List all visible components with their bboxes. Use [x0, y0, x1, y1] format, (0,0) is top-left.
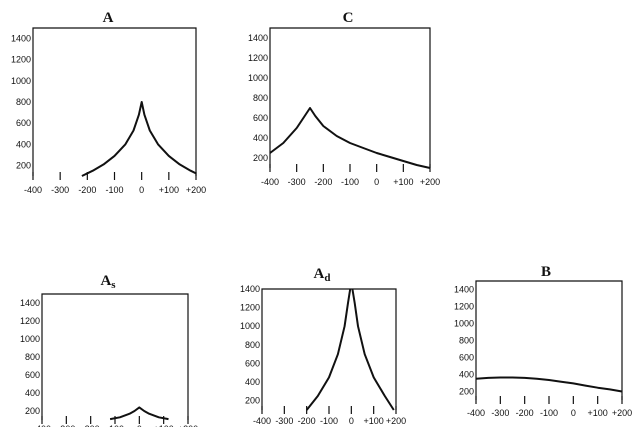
y-tick-label: 600 — [245, 358, 260, 368]
y-tick-label: 600 — [253, 113, 268, 123]
chart-title: A — [103, 10, 114, 26]
y-tick-label: 1400 — [11, 34, 31, 44]
y-tick-label: 800 — [16, 97, 31, 107]
plot-frame — [269, 27, 431, 168]
x-tick-label: -200 — [298, 416, 316, 426]
x-tick-label: -100 — [106, 424, 124, 427]
x-tick-label: -200 — [516, 408, 534, 418]
x-tick-label: -100 — [341, 177, 359, 187]
y-tick-label: 800 — [245, 340, 260, 350]
y-tick-label: 400 — [25, 388, 40, 398]
x-tick-label: +200 — [420, 177, 440, 187]
x-tick-label: -100 — [320, 416, 338, 426]
x-tick-label: +100 — [393, 177, 413, 187]
y-tick-label: 1400 — [20, 298, 40, 308]
x-tick-label: -400 — [253, 416, 271, 426]
x-tick-label: -400 — [33, 424, 51, 427]
x-tick-label: 0 — [374, 177, 379, 187]
chart-panel-as: As 200 400 600 800 1000 1200 1400 -400 -300 -200 -1… — [20, 273, 198, 427]
y-tick-label: 1000 — [11, 76, 31, 86]
plot-frame — [41, 293, 189, 420]
x-tick-label: -400 — [467, 408, 485, 418]
y-tick-label: 1200 — [11, 55, 31, 65]
x-tick-label: +100 — [159, 185, 179, 195]
chart-title-subscript: s — [111, 279, 116, 291]
chart-panel-b: B 200 400 600 800 1000 1200 1400 -400 -300 -200 -10… — [454, 264, 632, 418]
y-tick-label: 800 — [25, 352, 40, 362]
series-line-a — [81, 101, 197, 177]
plot-frame — [475, 280, 623, 400]
x-tick-label: -300 — [51, 185, 69, 195]
y-tick-label: 800 — [459, 336, 474, 346]
y-tick-label: 1000 — [240, 321, 260, 331]
x-tick-label: 0 — [571, 408, 576, 418]
x-tick-label: 0 — [139, 185, 144, 195]
y-tick-label: 1400 — [248, 33, 268, 43]
x-tick-label: +200 — [186, 185, 206, 195]
y-tick-label: 600 — [459, 353, 474, 363]
x-tick-label: -400 — [24, 185, 42, 195]
x-tick-label: +200 — [612, 408, 632, 418]
y-tick-label: 200 — [16, 160, 31, 170]
y-tick-label: 1400 — [240, 284, 260, 294]
y-tick-label: 1000 — [20, 334, 40, 344]
y-tick-label: 400 — [459, 370, 474, 380]
x-tick-label: 0 — [137, 424, 142, 427]
y-tick-label: 400 — [245, 377, 260, 387]
y-tick-label: 600 — [25, 370, 40, 380]
x-tick-label: +200 — [386, 416, 406, 426]
y-tick-label: 800 — [253, 93, 268, 103]
y-tick-label: 1400 — [454, 285, 474, 295]
y-tick-label: 1200 — [454, 302, 474, 312]
y-tick-label: 200 — [245, 396, 260, 406]
y-tick-label: 200 — [253, 153, 268, 163]
x-tick-label: -200 — [82, 424, 100, 427]
y-tick-label: 200 — [25, 406, 40, 416]
chart-panel-c: C 200 400 600 800 1000 1200 1400 -400 -300 -200 -10… — [248, 10, 440, 187]
y-tick-label: 600 — [16, 118, 31, 128]
chart-title-subscript: d — [324, 272, 330, 284]
x-tick-label: -300 — [275, 416, 293, 426]
y-tick-label: 1000 — [248, 73, 268, 83]
y-tick-label: 1200 — [248, 53, 268, 63]
chart-title: As — [100, 273, 116, 291]
series-line-ad-left — [305, 288, 352, 411]
chart-panel-ad: Ad 200 400 600 800 1000 1200 1400 -400 -300 -200 -1… — [240, 266, 406, 426]
x-tick-label: -400 — [261, 177, 279, 187]
x-tick-label: -300 — [491, 408, 509, 418]
plot-frame — [32, 27, 197, 176]
y-tick-label: 200 — [459, 387, 474, 397]
x-tick-label: +100 — [154, 424, 174, 427]
y-tick-label: 400 — [253, 133, 268, 143]
x-tick-label: -200 — [314, 177, 332, 187]
x-tick-label: 0 — [349, 416, 354, 426]
chart-title: Ad — [314, 266, 331, 284]
series-line-ad-right — [351, 288, 395, 411]
x-tick-label: -100 — [540, 408, 558, 418]
x-tick-label: +200 — [178, 424, 198, 427]
x-tick-label: +100 — [588, 408, 608, 418]
series-line-b — [475, 376, 623, 393]
chart-title: B — [541, 264, 551, 280]
chart-title: C — [343, 10, 354, 26]
x-tick-label: -200 — [78, 185, 96, 195]
x-tick-label: -300 — [288, 177, 306, 187]
chart-panel-a: A 200 400 600 800 1000 1200 1400 -400 -300 -200 -10… — [11, 10, 206, 195]
y-tick-label: 400 — [16, 139, 31, 149]
y-tick-label: 1200 — [240, 303, 260, 313]
y-tick-label: 1000 — [454, 319, 474, 329]
series-line-as — [109, 406, 169, 421]
y-tick-label: 1200 — [20, 316, 40, 326]
x-tick-label: -300 — [57, 424, 75, 427]
x-tick-label: -100 — [105, 185, 123, 195]
plot-frame — [261, 288, 397, 410]
x-tick-label: +100 — [364, 416, 384, 426]
series-line-c — [269, 107, 431, 169]
